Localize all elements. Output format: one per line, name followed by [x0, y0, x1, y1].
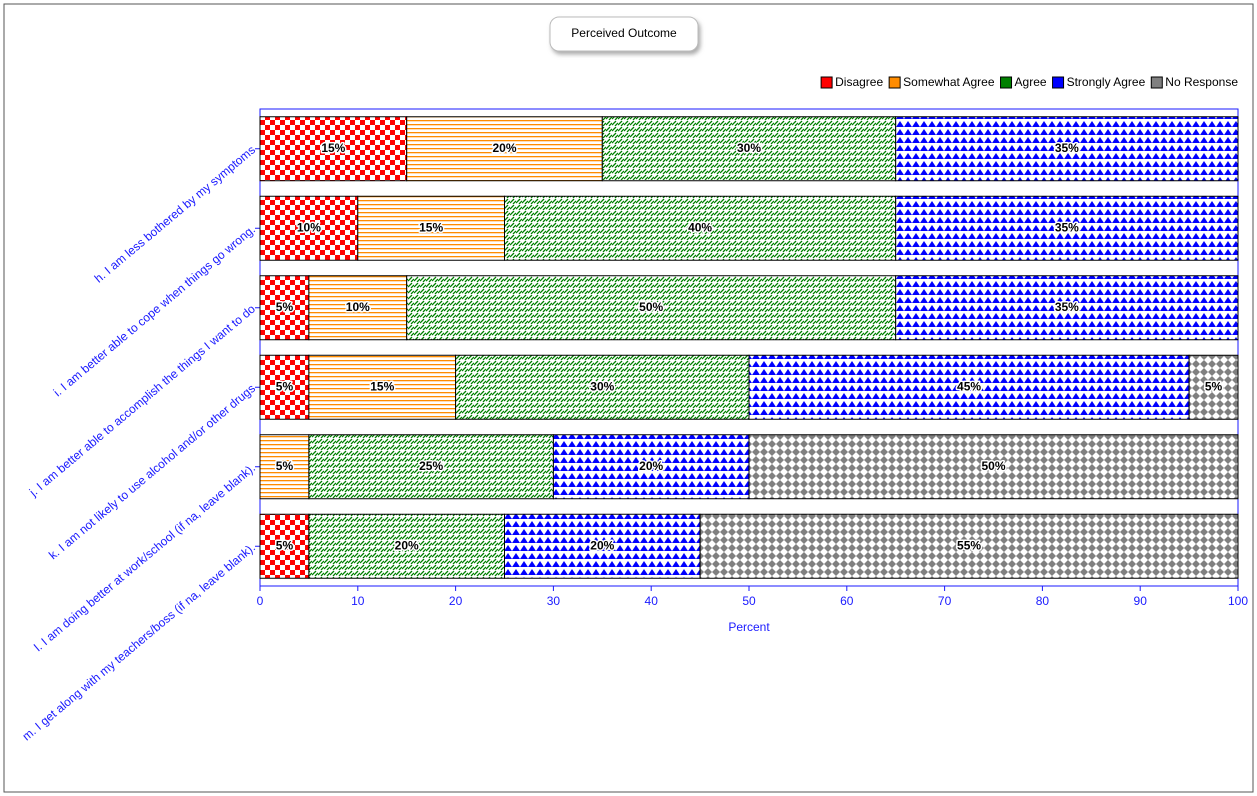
value-label: 20% — [492, 141, 516, 155]
bar-segment — [504, 195, 897, 261]
x-tick-label: 90 — [1134, 594, 1148, 608]
x-tick-label: 60 — [840, 594, 854, 608]
legend-swatch — [1000, 76, 1013, 89]
x-tick-label: 30 — [547, 594, 561, 608]
value-label: 45% — [957, 379, 981, 393]
legend-swatch — [1150, 76, 1163, 89]
title-box — [549, 16, 699, 52]
value-label: 15% — [370, 379, 394, 393]
bar-segment — [504, 513, 701, 579]
bar-segment — [748, 434, 1239, 500]
bar-segment — [1188, 354, 1239, 420]
value-label: 15% — [321, 141, 345, 155]
y-tick-label: l. I am doing better at work/school (if … — [31, 461, 258, 654]
y-tick-label: h. I am less bothered by my symptoms — [92, 143, 258, 286]
legend-label: No Response — [1165, 75, 1238, 89]
bar-segment — [259, 434, 310, 500]
bar-segment — [552, 434, 750, 500]
value-label: 20% — [639, 459, 663, 473]
plot-area — [259, 108, 1239, 587]
bar-segment — [406, 275, 897, 341]
x-tick-label: 100 — [1228, 594, 1248, 608]
x-tick-label: 40 — [645, 594, 659, 608]
value-label: 5% — [276, 379, 294, 393]
value-label: 50% — [981, 459, 1005, 473]
value-label: 25% — [419, 459, 443, 473]
x-tick-label: 20 — [449, 594, 463, 608]
value-label: 5% — [276, 538, 294, 552]
value-label: 5% — [276, 300, 294, 314]
y-tick-label: i. I am better able to cope when things … — [51, 222, 258, 399]
bar-segment — [748, 354, 1190, 420]
bar-segment — [895, 116, 1239, 182]
x-tick-label: 10 — [351, 594, 365, 608]
legend-swatch — [888, 76, 901, 89]
frame — [3, 3, 1254, 793]
bar-segment — [699, 513, 1239, 579]
bar-segment — [308, 434, 554, 500]
bar-segment — [308, 354, 457, 420]
bar-segment — [601, 116, 897, 182]
bar-segment — [259, 195, 359, 261]
value-label: 35% — [1055, 300, 1079, 314]
bar-segment — [259, 116, 408, 182]
legend-label: Disagree — [835, 75, 883, 89]
bar-segment — [455, 354, 750, 420]
bar-segment — [259, 275, 310, 341]
x-tick-label: 80 — [1036, 594, 1050, 608]
value-label: 35% — [1055, 141, 1079, 155]
x-tick-label: 50 — [742, 594, 756, 608]
value-label: 55% — [957, 538, 981, 552]
bar-segment — [406, 116, 603, 182]
x-tick-label: 0 — [257, 594, 264, 608]
x-tick-label: 70 — [938, 594, 952, 608]
chart-title: Perceived Outcome — [571, 26, 677, 40]
value-label: 10% — [297, 220, 321, 234]
value-label: 50% — [639, 300, 663, 314]
bar-segment — [259, 513, 310, 579]
value-label: 5% — [1205, 379, 1223, 393]
x-axis-label: Percent — [728, 620, 770, 634]
value-label: 20% — [395, 538, 419, 552]
value-label: 20% — [590, 538, 614, 552]
y-tick-label: k. I am not likely to use alcohol and/or… — [46, 381, 258, 562]
legend-swatch — [820, 76, 833, 89]
value-label: 5% — [276, 459, 294, 473]
value-label: 30% — [737, 141, 761, 155]
legend-label: Agree — [1015, 75, 1047, 89]
bar-segment — [308, 513, 505, 579]
legend-label: Somewhat Agree — [903, 75, 995, 89]
value-label: 15% — [419, 220, 443, 234]
value-label: 10% — [346, 300, 370, 314]
value-label: 35% — [1055, 220, 1079, 234]
legend-label: Strongly Agree — [1067, 75, 1146, 89]
value-label: 30% — [590, 379, 614, 393]
bar-segment — [895, 195, 1239, 261]
bar-segment — [259, 354, 310, 420]
bar-segment — [895, 275, 1239, 341]
legend-swatch — [1052, 76, 1065, 89]
value-label: 40% — [688, 220, 712, 234]
